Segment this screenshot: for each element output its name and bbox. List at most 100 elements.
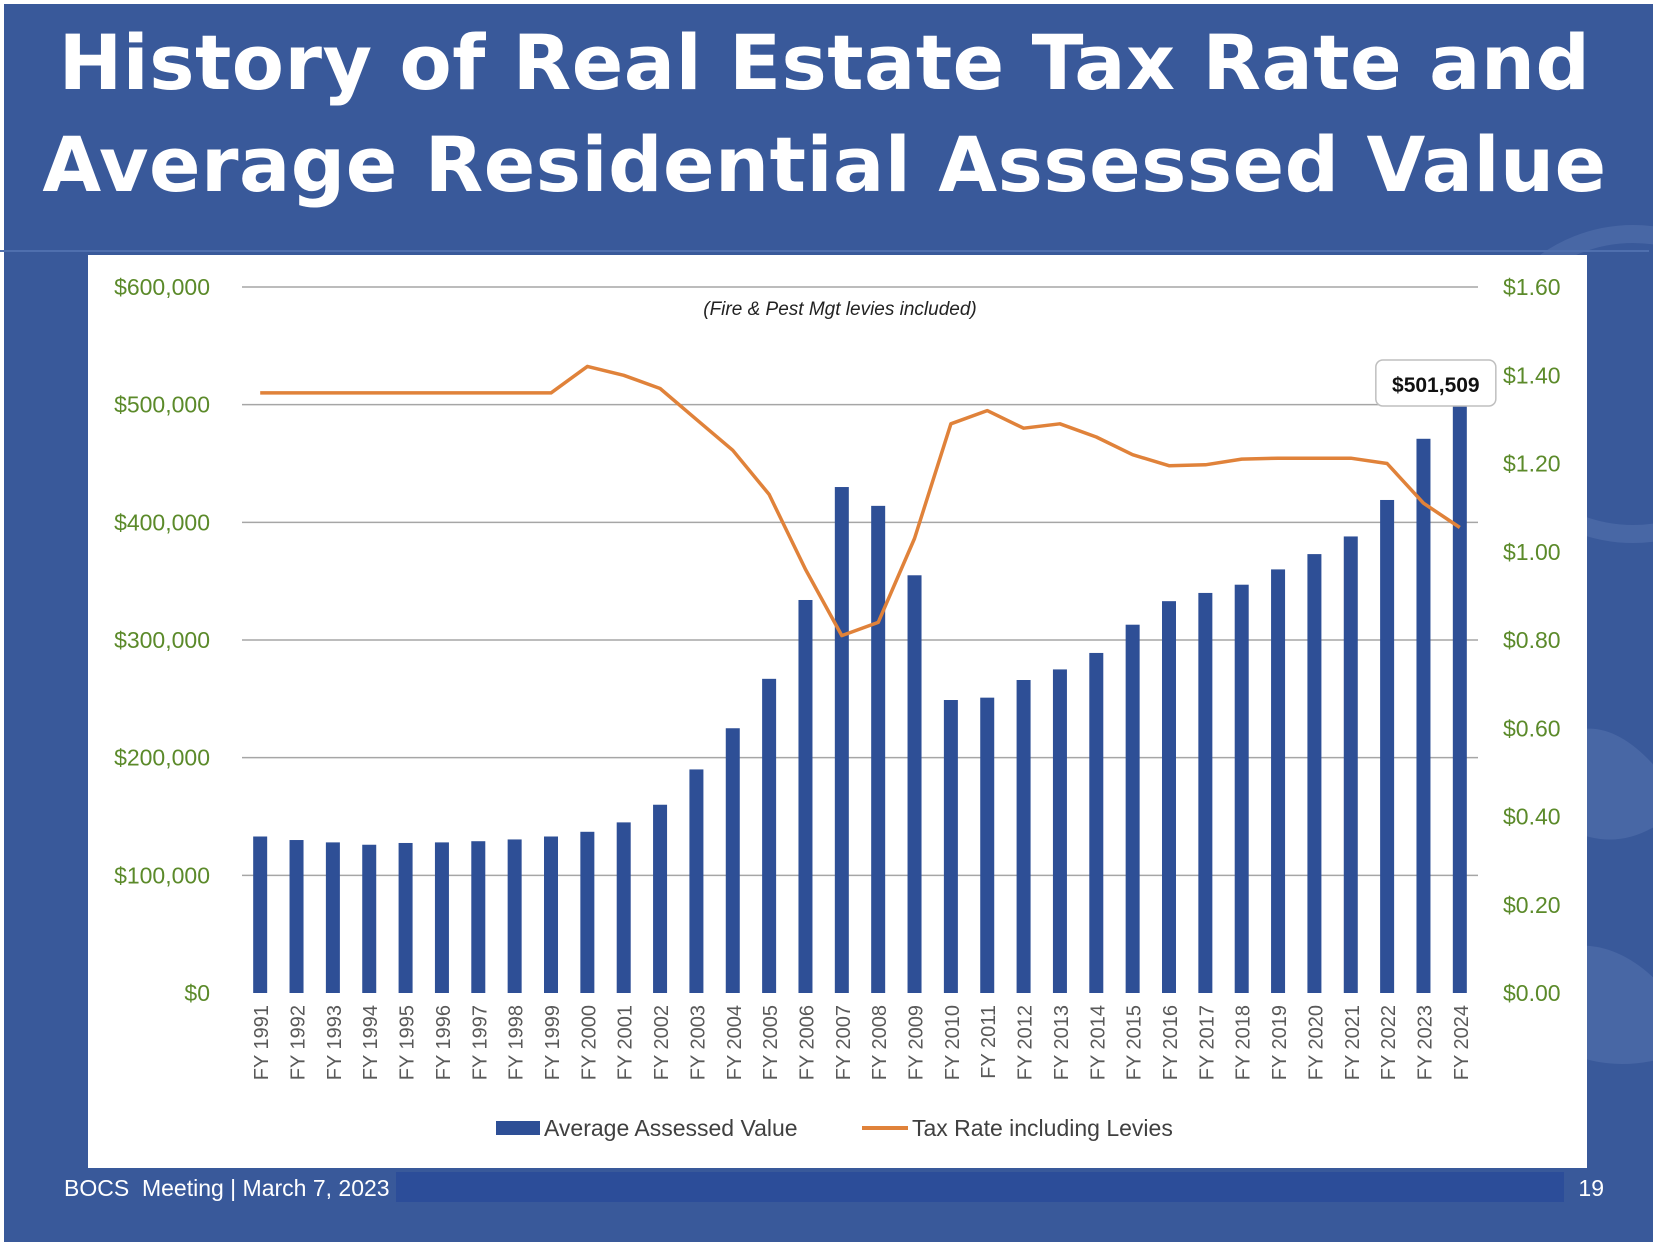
right-axis-ticks: $0.00 $0.20 $0.40 $0.60 $0.80 $1.00 $1.20 $1.40… — [1503, 274, 1561, 1006]
chart-subtitle: (Fire & Pest Mgt levies included) — [703, 299, 977, 320]
x-axis-tick-label: FY 1998 — [506, 1005, 528, 1080]
left-axis-tick-label: $600,000 — [114, 274, 210, 300]
x-axis-tick-label: FY 2001 — [615, 1005, 637, 1080]
title-divider — [0, 250, 1649, 252]
right-axis-tick-label: $0.00 — [1503, 980, 1561, 1006]
bar — [1016, 680, 1031, 993]
bar — [616, 822, 631, 993]
bar — [725, 728, 740, 993]
footer-meeting-info: BOCS Meeting | March 7, 2023 — [64, 1175, 390, 1201]
x-axis-tick-label: FY 2011 — [978, 1005, 1000, 1079]
bar-series — [253, 402, 1467, 993]
right-axis-tick-label: $0.60 — [1503, 715, 1561, 741]
gridlines — [242, 286, 1478, 877]
bar — [762, 678, 777, 993]
data-label-box — [1375, 359, 1497, 407]
x-axis-tick-label: FY 2016 — [1160, 1005, 1182, 1080]
x-axis-tick-label: FY 1999 — [542, 1005, 564, 1080]
bar — [1452, 402, 1467, 993]
right-axis-tick-label: $1.40 — [1503, 362, 1561, 388]
x-axis-tick-label: FY 2022 — [1378, 1005, 1400, 1080]
page-number: 19 — [1578, 1175, 1604, 1201]
bar — [980, 697, 995, 993]
left-axis-tick-label: $200,000 — [114, 745, 210, 771]
bar — [798, 599, 813, 993]
right-axis-tick-label: $1.00 — [1503, 539, 1561, 565]
x-axis-tick-label: FY 2005 — [760, 1005, 782, 1080]
bar — [1162, 601, 1176, 993]
bar — [1052, 669, 1067, 993]
x-axis-tick-label: FY 1996 — [433, 1005, 455, 1080]
bar — [653, 804, 668, 993]
bar — [1307, 554, 1322, 993]
x-axis-tick-label: FY 1994 — [360, 1005, 382, 1080]
bar — [1343, 536, 1358, 993]
x-axis-tick-label: FY 2021 — [1342, 1005, 1364, 1080]
right-axis-tick-label: $1.20 — [1503, 451, 1561, 477]
x-axis-tick-label: FY 2010 — [942, 1005, 964, 1080]
bar — [1271, 569, 1286, 993]
left-axis-tick-label: $500,000 — [114, 392, 210, 418]
x-axis-tick-label: FY 2023 — [1414, 1005, 1436, 1080]
x-axis-tick-label: FY 2020 — [1305, 1005, 1327, 1080]
bar — [471, 841, 486, 993]
legend-bar-label: Average Assessed Value — [544, 1115, 798, 1141]
x-axis-tick-label: FY 2017 — [1196, 1005, 1218, 1080]
x-axis-tick-label: FY 2009 — [906, 1005, 928, 1080]
right-axis-tick-label: $1.60 — [1503, 274, 1561, 300]
tax-rate-line — [260, 364, 1461, 638]
x-axis-tick-label: FY 2019 — [1269, 1005, 1291, 1080]
legend-line-label: Tax Rate including Levies — [912, 1115, 1173, 1141]
bar — [398, 842, 413, 993]
line-series — [260, 364, 1461, 638]
bar — [325, 842, 340, 993]
bar — [544, 836, 558, 993]
bar — [1089, 652, 1104, 993]
x-axis-tick-label: FY 1991 — [251, 1005, 273, 1080]
legend-bar-swatch — [496, 1121, 540, 1135]
bar — [434, 842, 449, 993]
bar — [507, 839, 522, 993]
x-axis-tick-label: FY 1993 — [324, 1005, 346, 1080]
bar — [1125, 624, 1140, 993]
bar — [907, 575, 922, 993]
x-axis-ticks: FY 1991 FY 1992 FY 1993 FY 1994 FY 1995 FY 19… — [251, 1005, 1473, 1080]
x-axis-tick-label: FY 2006 — [796, 1005, 818, 1080]
left-axis-tick-label: $100,000 — [114, 862, 210, 888]
bar — [289, 840, 304, 993]
title-line-1: History of Real Estate Tax Rate and — [58, 18, 1591, 107]
x-axis-tick-label: FY 2004 — [724, 1005, 746, 1080]
x-axis-tick-label: FY 1995 — [397, 1005, 419, 1080]
left-axis-tick-label: $300,000 — [114, 627, 210, 653]
data-label-text: $501,509 — [1392, 374, 1480, 397]
bar — [689, 769, 704, 993]
x-axis-tick-label: FY 2013 — [1051, 1005, 1073, 1080]
bar — [1234, 584, 1249, 993]
bar — [253, 836, 268, 993]
bar — [580, 831, 595, 993]
x-axis-tick-label: FY 2014 — [1087, 1005, 1109, 1080]
bar — [943, 700, 958, 993]
x-axis-tick-label: FY 2007 — [833, 1005, 855, 1080]
legend: Average Assessed Value Tax Rate including… — [496, 1115, 1173, 1141]
bar — [362, 844, 377, 993]
bar — [1380, 499, 1395, 993]
data-label: $501,509 — [1375, 359, 1497, 407]
x-axis-tick-label: FY 1997 — [469, 1005, 491, 1080]
x-axis-tick-label: FY 2008 — [869, 1005, 891, 1080]
x-axis-tick-label: FY 2000 — [578, 1005, 600, 1080]
x-axis-tick-label: FY 2003 — [687, 1005, 709, 1080]
bar — [834, 487, 849, 993]
bar — [1198, 592, 1213, 993]
slide-title: History of Real Estate Tax Rate and Aver… — [0, 12, 1649, 216]
left-axis-tick-label: $0 — [184, 980, 210, 1006]
left-axis-ticks: $0 $100,000 $200,000 $300,000 $400,000 $500,0… — [114, 274, 210, 1006]
x-axis-tick-label: FY 1992 — [288, 1005, 310, 1080]
left-axis-tick-label: $400,000 — [114, 509, 210, 535]
footer-bar — [396, 1172, 1564, 1202]
x-axis-tick-label: FY 2018 — [1233, 1005, 1255, 1080]
x-axis-tick-label: FY 2012 — [1015, 1005, 1037, 1080]
bar — [871, 505, 886, 993]
